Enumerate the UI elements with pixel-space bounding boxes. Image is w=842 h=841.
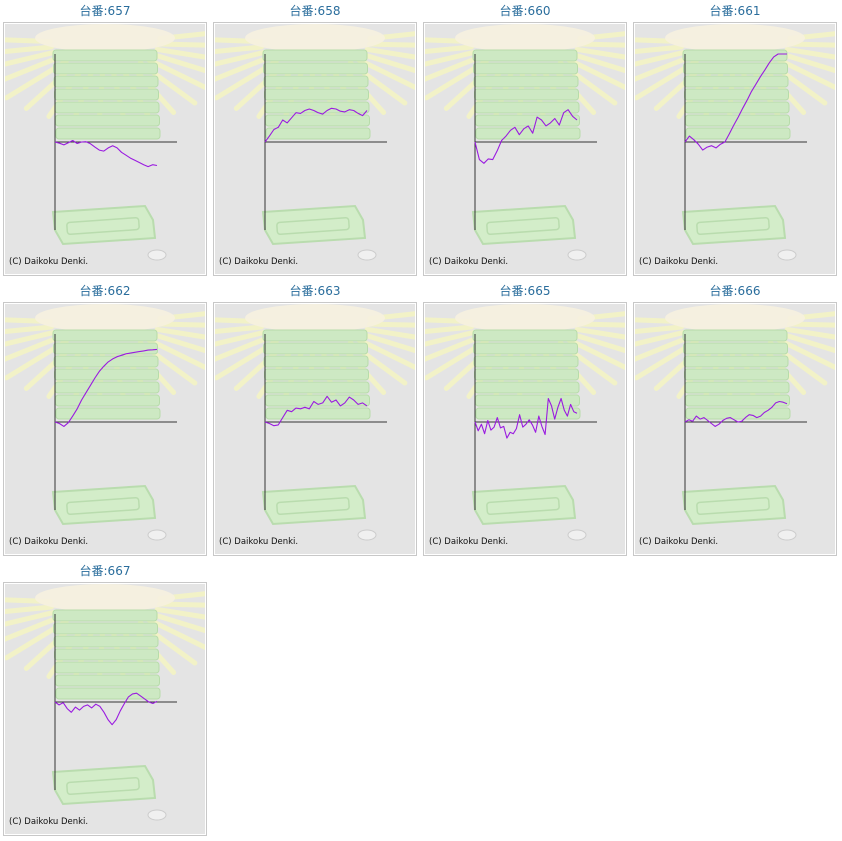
panel-background-art [425,304,625,554]
chart-svg: (C) Daikoku Denki. [5,304,205,554]
chart-panel: 台番:663 (C) Daikoku Denki. [210,280,420,560]
panel-background-art [425,24,625,274]
chart-svg: (C) Daikoku Denki. [425,24,625,274]
copyright-text: (C) Daikoku Denki. [219,537,298,547]
chart-svg: (C) Daikoku Denki. [5,24,205,274]
panel-background-art [215,304,415,554]
chart-title[interactable]: 台番:661 [630,3,840,19]
chart-title[interactable]: 台番:662 [0,283,210,299]
series-line [54,139,158,168]
chart-title[interactable]: 台番:657 [0,3,210,19]
copyright-text: (C) Daikoku Denki. [639,537,718,547]
chart-frame: (C) Daikoku Denki. [213,302,417,556]
chart-title-label[interactable]: 台番:662 [79,284,131,298]
series-line [54,692,158,726]
panel-background-art [635,24,835,274]
series-line [54,348,158,427]
chart-title[interactable]: 台番:666 [630,283,840,299]
series-line [264,395,368,427]
chart-svg: (C) Daikoku Denki. [635,24,835,274]
copyright-text: (C) Daikoku Denki. [9,537,88,547]
copyright-text: (C) Daikoku Denki. [9,257,88,267]
panel-background-art [5,304,205,554]
panel-background-art [5,24,205,274]
chart-title[interactable]: 台番:665 [420,283,630,299]
chart-frame: (C) Daikoku Denki. [423,302,627,556]
chart-title-label[interactable]: 台番:658 [289,4,341,18]
chart-frame: (C) Daikoku Denki. [3,22,207,276]
copyright-text: (C) Daikoku Denki. [429,537,508,547]
chart-frame: (C) Daikoku Denki. [423,22,627,276]
panel-background-art [5,584,205,834]
chart-title[interactable]: 台番:667 [0,563,210,579]
chart-title-label[interactable]: 台番:667 [79,564,131,578]
chart-svg: (C) Daikoku Denki. [635,304,835,554]
chart-panel: 台番:667 (C) Daikoku Denki. [0,560,210,840]
chart-svg: (C) Daikoku Denki. [425,304,625,554]
chart-title-label[interactable]: 台番:666 [709,284,761,298]
panel-background-art [635,304,835,554]
chart-panel: 台番:662 (C) Daikoku Denki. [0,280,210,560]
chart-title[interactable]: 台番:663 [210,283,420,299]
chart-frame: (C) Daikoku Denki. [3,302,207,556]
chart-title-label[interactable]: 台番:663 [289,284,341,298]
chart-title-label[interactable]: 台番:657 [79,4,131,18]
panel-background-art [215,24,415,274]
chart-panel: 台番:665 (C) Daikoku Denki. [420,280,630,560]
chart-frame: (C) Daikoku Denki. [633,22,837,276]
chart-panel: 台番:661 (C) Daikoku Denki. [630,0,840,280]
copyright-text: (C) Daikoku Denki. [639,257,718,267]
chart-title-label[interactable]: 台番:661 [709,4,761,18]
chart-svg: (C) Daikoku Denki. [5,584,205,834]
chart-panel: 台番:657 (C) Daikoku Denki. [0,0,210,280]
chart-panel: 台番:660 (C) Daikoku Denki. [420,0,630,280]
series-line [264,107,368,143]
copyright-text: (C) Daikoku Denki. [219,257,298,267]
chart-frame: (C) Daikoku Denki. [3,582,207,836]
chart-svg: (C) Daikoku Denki. [215,24,415,274]
series-line [684,53,787,151]
chart-frame: (C) Daikoku Denki. [633,302,837,556]
series-line [474,397,578,439]
series-line [474,109,578,164]
copyright-text: (C) Daikoku Denki. [9,817,88,827]
chart-title[interactable]: 台番:660 [420,3,630,19]
chart-title[interactable]: 台番:658 [210,3,420,19]
chart-panel: 台番:658 (C) Daikoku Denki. [210,0,420,280]
copyright-text: (C) Daikoku Denki. [429,257,508,267]
chart-panel: 台番:666 (C) Daikoku Denki. [630,280,840,560]
chart-title-label[interactable]: 台番:665 [499,284,551,298]
chart-title-label[interactable]: 台番:660 [499,4,551,18]
chart-frame: (C) Daikoku Denki. [213,22,417,276]
chart-svg: (C) Daikoku Denki. [215,304,415,554]
series-line [684,400,788,427]
